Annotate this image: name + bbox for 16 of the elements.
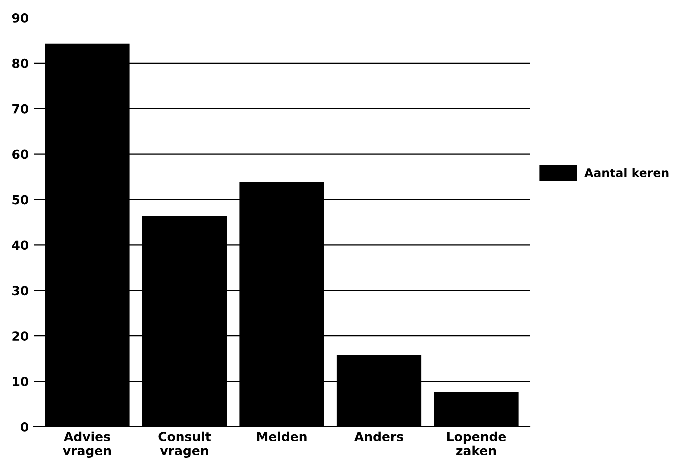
y-tick-label: 0: [21, 422, 29, 432]
x-tick-label: Melden: [257, 432, 307, 442]
y-tick-label: 90: [12, 13, 29, 23]
y-tick-label: 40: [12, 240, 29, 250]
y-tick-label: 60: [12, 150, 29, 160]
y-tick-label: 20: [12, 332, 29, 342]
y-tick-label: 30: [12, 286, 29, 296]
y-tick-label: 10: [13, 377, 29, 386]
x-tick-label: Anders: [354, 432, 404, 442]
y-tick-label: 50: [12, 195, 29, 205]
legend-label: Aantal keren: [584, 168, 669, 178]
x-tick-label: Consult vragen: [158, 432, 212, 458]
x-tick-label: Lopende zaken: [448, 432, 506, 456]
y-tick-label: 80: [12, 58, 29, 68]
x-tick-label: Advies vragen: [63, 432, 112, 458]
y-tick-label: 70: [12, 104, 29, 114]
